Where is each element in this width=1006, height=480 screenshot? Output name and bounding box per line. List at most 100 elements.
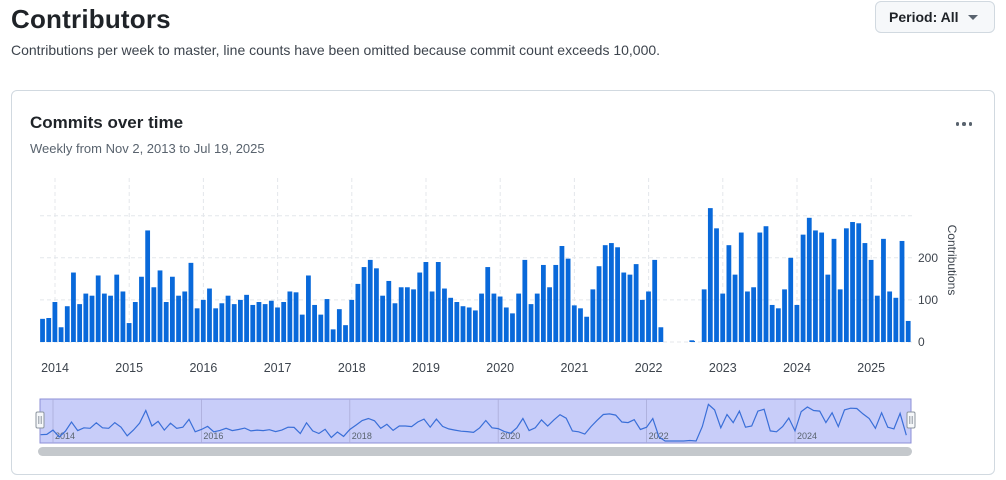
chart-bar[interactable]	[497, 296, 503, 342]
chart-bar[interactable]	[806, 217, 812, 342]
chart-bar[interactable]	[707, 208, 713, 342]
chart-bar[interactable]	[256, 302, 262, 342]
chart-bar[interactable]	[621, 272, 627, 342]
chart-bar[interactable]	[324, 299, 330, 342]
chart-bar[interactable]	[510, 313, 515, 342]
chart-bar[interactable]	[95, 275, 101, 342]
navigator-left-handle[interactable]	[35, 411, 45, 429]
chart-bar[interactable]	[899, 240, 905, 342]
chart-bar[interactable]	[132, 302, 138, 342]
chart-bar[interactable]	[893, 297, 899, 342]
chart-bar[interactable]	[769, 304, 775, 342]
chart-bar[interactable]	[658, 327, 664, 342]
chart-bar[interactable]	[528, 304, 534, 342]
chart-bar[interactable]	[213, 308, 219, 342]
chart-bar[interactable]	[714, 228, 719, 342]
chart-bar[interactable]	[646, 291, 651, 342]
chart-bar[interactable]	[794, 304, 800, 342]
chart-bar[interactable]	[819, 232, 825, 342]
chart-bar[interactable]	[751, 287, 757, 342]
chart-bar[interactable]	[262, 304, 268, 342]
chart-bar[interactable]	[732, 274, 738, 342]
chart-bar[interactable]	[281, 302, 287, 342]
chart-bar[interactable]	[837, 289, 843, 342]
chart-bar[interactable]	[188, 262, 194, 342]
chart-bar[interactable]	[720, 293, 726, 342]
period-dropdown-button[interactable]: Period: All	[875, 1, 995, 33]
chart-bar[interactable]	[652, 259, 658, 342]
chart-bar[interactable]	[831, 238, 837, 342]
chart-bar[interactable]	[176, 295, 181, 342]
chart-bar[interactable]	[472, 310, 478, 342]
chart-bar[interactable]	[386, 280, 392, 342]
chart-bar[interactable]	[404, 287, 410, 342]
chart-bar[interactable]	[788, 257, 794, 342]
chart-bar[interactable]	[442, 288, 447, 342]
chart-bar[interactable]	[299, 314, 305, 342]
chart-bar[interactable]	[312, 304, 317, 342]
chart-bar[interactable]	[275, 307, 280, 342]
chart-bar[interactable]	[355, 283, 361, 342]
chart-bar[interactable]	[250, 304, 256, 342]
more-options-icon[interactable]	[952, 113, 976, 135]
chart-bar[interactable]	[565, 258, 571, 342]
chart-bar[interactable]	[46, 318, 52, 342]
chart-bar[interactable]	[392, 303, 398, 342]
chart-bar[interactable]	[738, 232, 744, 342]
chart-bar[interactable]	[522, 259, 528, 342]
chart-bar[interactable]	[194, 308, 200, 342]
chart-bar[interactable]	[380, 295, 386, 342]
chart-bar[interactable]	[163, 302, 169, 342]
chart-bar[interactable]	[52, 302, 58, 342]
chart-bar[interactable]	[454, 302, 460, 342]
chart-bar[interactable]	[77, 304, 83, 342]
chart-bar[interactable]	[627, 274, 633, 342]
chart-bar[interactable]	[268, 300, 274, 342]
navigator-scrollbar[interactable]	[38, 447, 912, 456]
chart-bar[interactable]	[775, 308, 781, 342]
chart-bar[interactable]	[868, 259, 874, 342]
chart-bar[interactable]	[126, 323, 132, 342]
chart-bar[interactable]	[479, 293, 484, 342]
chart-bar[interactable]	[64, 306, 70, 342]
chart-bar[interactable]	[578, 308, 583, 342]
chart-bar[interactable]	[534, 293, 540, 342]
chart-bar[interactable]	[609, 243, 614, 342]
chart-bar[interactable]	[540, 264, 546, 342]
chart-bar[interactable]	[219, 303, 225, 342]
chart-bar[interactable]	[602, 245, 608, 342]
chart-bar[interactable]	[825, 274, 831, 342]
chart-bar[interactable]	[559, 246, 565, 342]
navigator-selection[interactable]	[39, 398, 912, 444]
chart-bar[interactable]	[800, 234, 806, 342]
chart-bar[interactable]	[343, 325, 348, 342]
chart-bar[interactable]	[639, 299, 645, 342]
chart-bar[interactable]	[411, 289, 416, 342]
chart-bar[interactable]	[633, 264, 639, 342]
chart-bar[interactable]	[318, 314, 324, 342]
chart-bar[interactable]	[726, 245, 732, 342]
chart-bar[interactable]	[460, 306, 466, 342]
chart-bar[interactable]	[485, 267, 491, 342]
chart-bar[interactable]	[757, 232, 763, 342]
chart-bar[interactable]	[101, 293, 107, 342]
chart-bar[interactable]	[120, 291, 126, 342]
chart-bar[interactable]	[745, 291, 750, 342]
chart-bar[interactable]	[516, 293, 522, 342]
chart-bar[interactable]	[423, 262, 429, 342]
chart-bar[interactable]	[590, 289, 596, 342]
navigator-right-handle[interactable]	[906, 411, 916, 429]
chart-bar[interactable]	[225, 295, 231, 342]
chart-bar[interactable]	[374, 268, 379, 342]
chart-bar[interactable]	[207, 288, 212, 342]
chart-bar[interactable]	[547, 287, 552, 342]
chart-bar[interactable]	[89, 295, 95, 342]
chart-bar[interactable]	[238, 299, 243, 342]
chart-bar[interactable]	[40, 318, 45, 342]
chart-bar[interactable]	[429, 291, 435, 342]
chart-bar[interactable]	[151, 287, 157, 342]
chart-bar[interactable]	[244, 294, 249, 342]
chart-bar[interactable]	[361, 267, 367, 342]
chart-bar[interactable]	[182, 291, 188, 342]
chart-bar[interactable]	[231, 304, 237, 342]
